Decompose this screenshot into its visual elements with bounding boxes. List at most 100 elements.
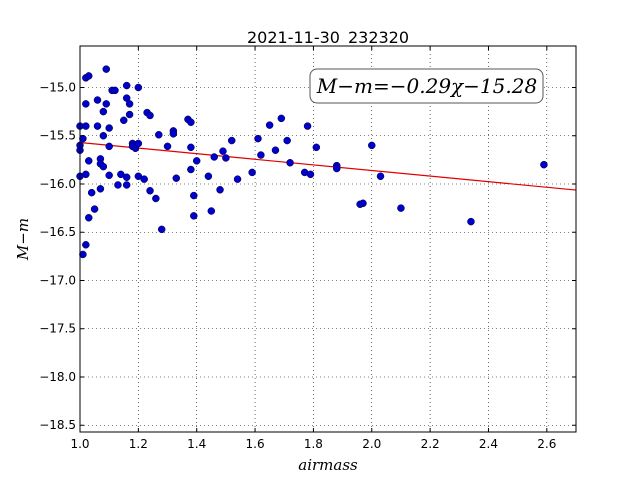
data-point [265, 121, 274, 129]
data-point [114, 181, 122, 189]
data-point [125, 100, 134, 108]
y-tick-label: −15.0 [39, 80, 76, 94]
data-point [257, 151, 265, 159]
data-point [169, 130, 178, 138]
y-tick-label: −15.5 [39, 129, 76, 143]
data-point [105, 124, 113, 132]
data-point [333, 164, 341, 173]
data-point [204, 172, 213, 181]
data-point [82, 241, 90, 249]
data-points [76, 65, 548, 259]
x-tick-label: 2.2 [421, 437, 440, 451]
fit-equation-annotation: M−m=−0.29χ−15.28 [316, 74, 537, 98]
data-point [102, 100, 111, 108]
data-point [376, 172, 385, 181]
data-point [105, 171, 113, 180]
annotation-box [309, 68, 544, 104]
data-point [187, 143, 195, 152]
data-point [93, 122, 102, 130]
data-point [157, 225, 166, 234]
x-axis-label: airmass [298, 456, 358, 474]
x-tick-label: 1.0 [70, 437, 89, 451]
data-point [467, 217, 475, 226]
x-tick-label: 1.8 [304, 437, 323, 451]
y-tick-label: −18.0 [39, 370, 76, 384]
data-point [134, 139, 143, 148]
x-tick-label: 2.6 [537, 437, 556, 451]
data-point [82, 170, 90, 179]
data-point [152, 194, 160, 203]
data-point [216, 186, 224, 194]
data-point [286, 159, 294, 167]
data-point [222, 154, 230, 162]
x-tick-label: 1.4 [187, 437, 206, 451]
data-point [79, 250, 87, 259]
data-point [99, 131, 108, 140]
data-point [85, 157, 93, 165]
data-point [192, 157, 201, 165]
x-tick-label: 2.4 [479, 437, 498, 451]
data-point [254, 134, 262, 143]
data-point [359, 199, 367, 208]
data-point [146, 111, 154, 120]
data-point [190, 191, 198, 200]
fit-line-group [79, 141, 577, 191]
data-point [163, 142, 172, 151]
data-point [146, 187, 154, 195]
data-point [99, 162, 108, 171]
x-tick-label: 1.6 [246, 437, 265, 451]
data-point [79, 134, 87, 143]
data-point [233, 175, 242, 183]
data-point [368, 141, 376, 150]
data-point [96, 185, 105, 193]
data-point [82, 100, 90, 108]
data-point [99, 107, 108, 116]
plot-area [80, 46, 576, 432]
y-axis-label: M−m [14, 218, 32, 261]
data-point [122, 173, 131, 181]
data-point [306, 170, 315, 179]
y-tick-label: −18.5 [39, 418, 76, 432]
data-point [87, 188, 96, 197]
data-point [90, 205, 99, 213]
data-point [277, 114, 286, 123]
y-tick-label: −17.0 [39, 273, 76, 287]
data-point [85, 214, 93, 222]
chart-title: 2021-11-30_232320 [247, 28, 409, 48]
data-point [397, 204, 405, 212]
data-point [207, 207, 216, 215]
y-tick-label: −17.5 [39, 322, 76, 336]
data-point [312, 143, 321, 152]
x-tick-label: 1.2 [129, 437, 148, 451]
data-point [85, 72, 93, 80]
data-point [120, 116, 128, 125]
data-point [187, 165, 195, 174]
data-point [303, 122, 312, 130]
data-point [271, 146, 280, 154]
x-tick-label: 2.0 [362, 437, 381, 451]
data-point [134, 83, 143, 92]
fit-line [79, 141, 577, 191]
y-tick-label: −16.0 [39, 177, 76, 191]
data-point [210, 153, 218, 161]
data-point [122, 181, 131, 189]
data-point [172, 174, 181, 182]
data-point [105, 142, 113, 151]
data-point [190, 212, 198, 220]
data-point [540, 160, 548, 169]
axis-ticks: 1.0 1.2 1.4 1.6 1.8 2.0 2.2 2.4 2.6 −15.0 −15.5 −16… [39, 46, 576, 451]
data-point [227, 136, 236, 145]
data-point [82, 122, 90, 130]
data-point [155, 131, 163, 139]
plot-frame [79, 45, 577, 433]
data-point [102, 65, 111, 73]
data-point [219, 147, 227, 155]
data-point [125, 110, 134, 119]
data-point [111, 86, 119, 95]
data-point [187, 118, 195, 126]
data-point [248, 168, 256, 177]
data-point [140, 175, 148, 183]
data-point [122, 81, 131, 90]
data-point [283, 136, 291, 145]
y-tick-label: −16.5 [39, 225, 76, 239]
